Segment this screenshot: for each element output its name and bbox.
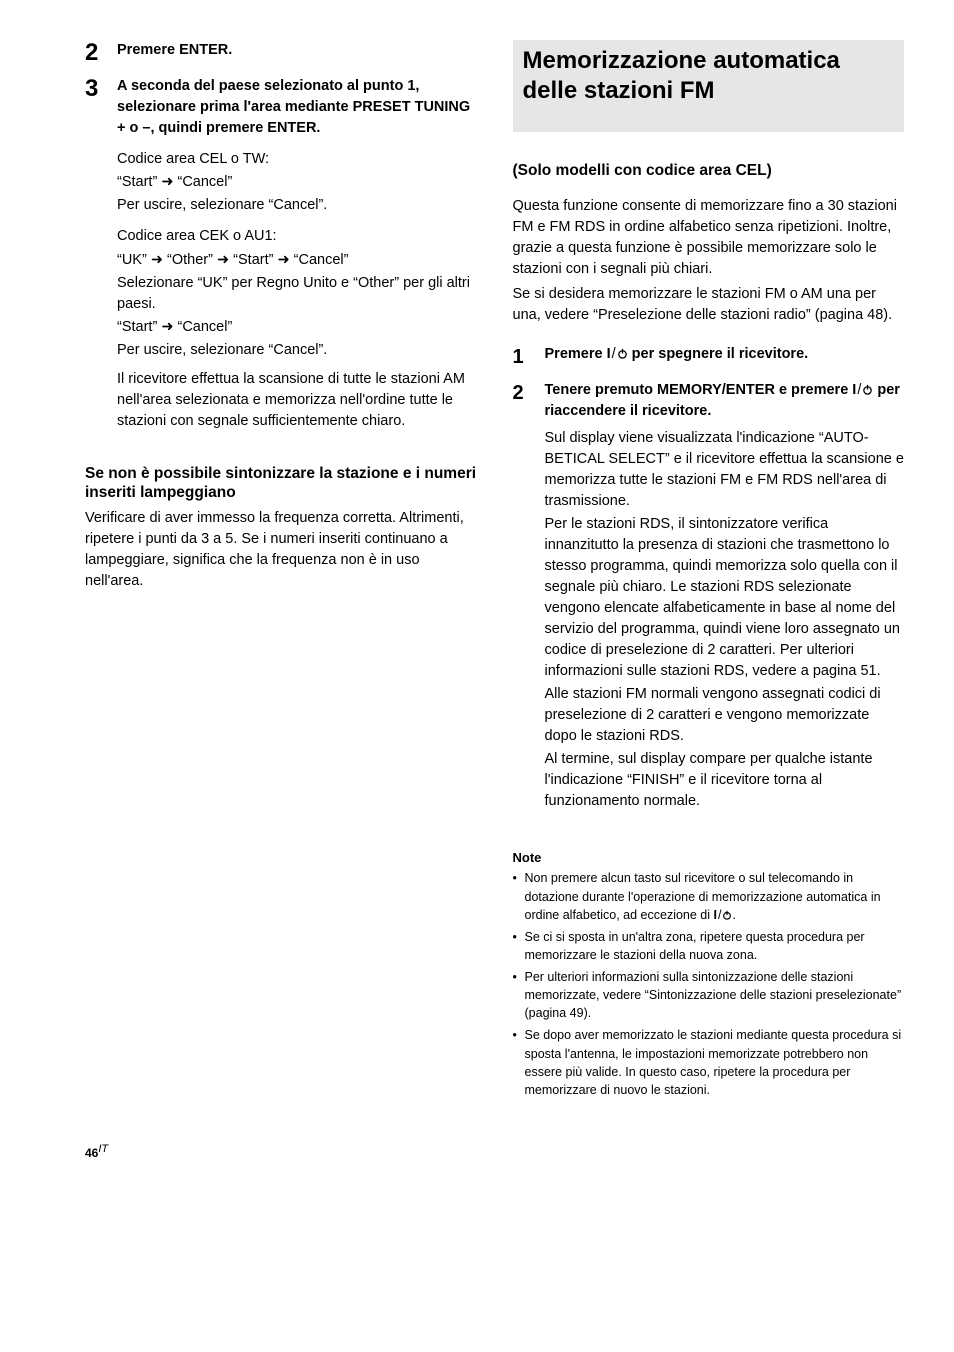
menu-b-path2: “Start” ➜ “Cancel” xyxy=(117,317,477,338)
intro-1: Questa funzione consente di memorizzare … xyxy=(513,196,905,280)
menu-b-path: “UK” ➜ “Other” ➜ “Start” ➜ “Cancel” xyxy=(117,250,477,271)
power-icon: I/ xyxy=(714,906,733,924)
step-3-body: A seconda del paese selezionato al punto… xyxy=(117,76,477,431)
power-icon: I/ xyxy=(852,380,873,401)
right-step-1-body: Premere I/ per spegnere il ricevitore. xyxy=(545,344,809,370)
error-heading: Se non è possibile sintonizzare la stazi… xyxy=(85,464,477,503)
page-footer: 46IT xyxy=(0,1133,954,1200)
note-3: Per ulteriori informazioni sulla sintoni… xyxy=(513,968,905,1022)
menu-b-label: Codice area CEK o AU1: xyxy=(117,226,477,247)
right-step-2-num: 2 xyxy=(513,380,545,812)
error-body: Verificare di aver immesso la frequenza … xyxy=(85,508,477,592)
step-2-num: 2 xyxy=(85,40,117,66)
note-2: Se ci si sposta in un'altra zona, ripete… xyxy=(513,928,905,964)
right-step-2-body: Tenere premuto MEMORY/ENTER e premere I/… xyxy=(545,380,905,812)
right-step-2-sub1: Sul display viene visualizzata l'indicaz… xyxy=(545,428,905,512)
section-heading: Memorizzazione automatica delle stazioni… xyxy=(523,46,895,106)
step-3-trail: , quindi premere ENTER. xyxy=(150,120,320,136)
notes-heading: Note xyxy=(513,850,905,865)
note-1: Non premere alcun tasto sul ricevitore o… xyxy=(513,869,905,923)
right-step-1: 1 Premere I/ per spegnere il ricevitore. xyxy=(513,344,905,370)
right-step-2: 2 Tenere premuto MEMORY/ENTER e premere … xyxy=(513,380,905,812)
step-3-num: 3 xyxy=(85,76,117,431)
page-number: 46 xyxy=(85,1146,98,1160)
step-2-body: Premere ENTER. xyxy=(117,40,232,66)
menu-b-sub1: Selezionare “UK” per Regno Unito e “Othe… xyxy=(117,273,477,315)
arrow-icon: ➜ xyxy=(217,252,229,268)
step-2: 2 Premere ENTER. xyxy=(85,40,477,66)
model-note: (Solo modelli con codice area CEL) xyxy=(513,162,905,180)
menu-b-sub2: Per uscire, selezionare “Cancel”. xyxy=(117,340,477,361)
right-step-2-sub3: Alle stazioni FM normali vengono assegna… xyxy=(545,684,905,747)
arrow-icon: ➜ xyxy=(151,252,163,268)
menu-a-sub: Per uscire, selezionare “Cancel”. xyxy=(117,195,477,216)
section-heading-band: Memorizzazione automatica delle stazioni… xyxy=(513,40,905,132)
right-step-2-sub4: Al termine, sul display compare per qual… xyxy=(545,749,905,812)
arrow-icon: ➜ xyxy=(277,252,289,268)
right-step-2-sub2: Per le stazioni RDS, il sintonizzatore v… xyxy=(545,514,905,682)
step-3: 3 A seconda del paese selezionato al pun… xyxy=(85,76,477,431)
arrow-icon: ➜ xyxy=(161,319,173,335)
menu-a-path: “Start” ➜ “Cancel” xyxy=(117,172,477,193)
menu-a-label: Codice area CEL o TW: xyxy=(117,149,477,170)
notes-list: Non premere alcun tasto sul ricevitore o… xyxy=(513,869,905,1103)
page-tag: IT xyxy=(98,1143,108,1155)
right-step-1-num: 1 xyxy=(513,344,545,370)
note-4: Se dopo aver memorizzato le stazioni med… xyxy=(513,1026,905,1099)
intro-2: Se si desidera memorizzare le stazioni F… xyxy=(513,284,905,326)
power-icon: I/ xyxy=(607,344,628,365)
step-3-desc: Il ricevitore effettua la scansione di t… xyxy=(117,369,477,432)
arrow-icon: ➜ xyxy=(161,174,173,190)
